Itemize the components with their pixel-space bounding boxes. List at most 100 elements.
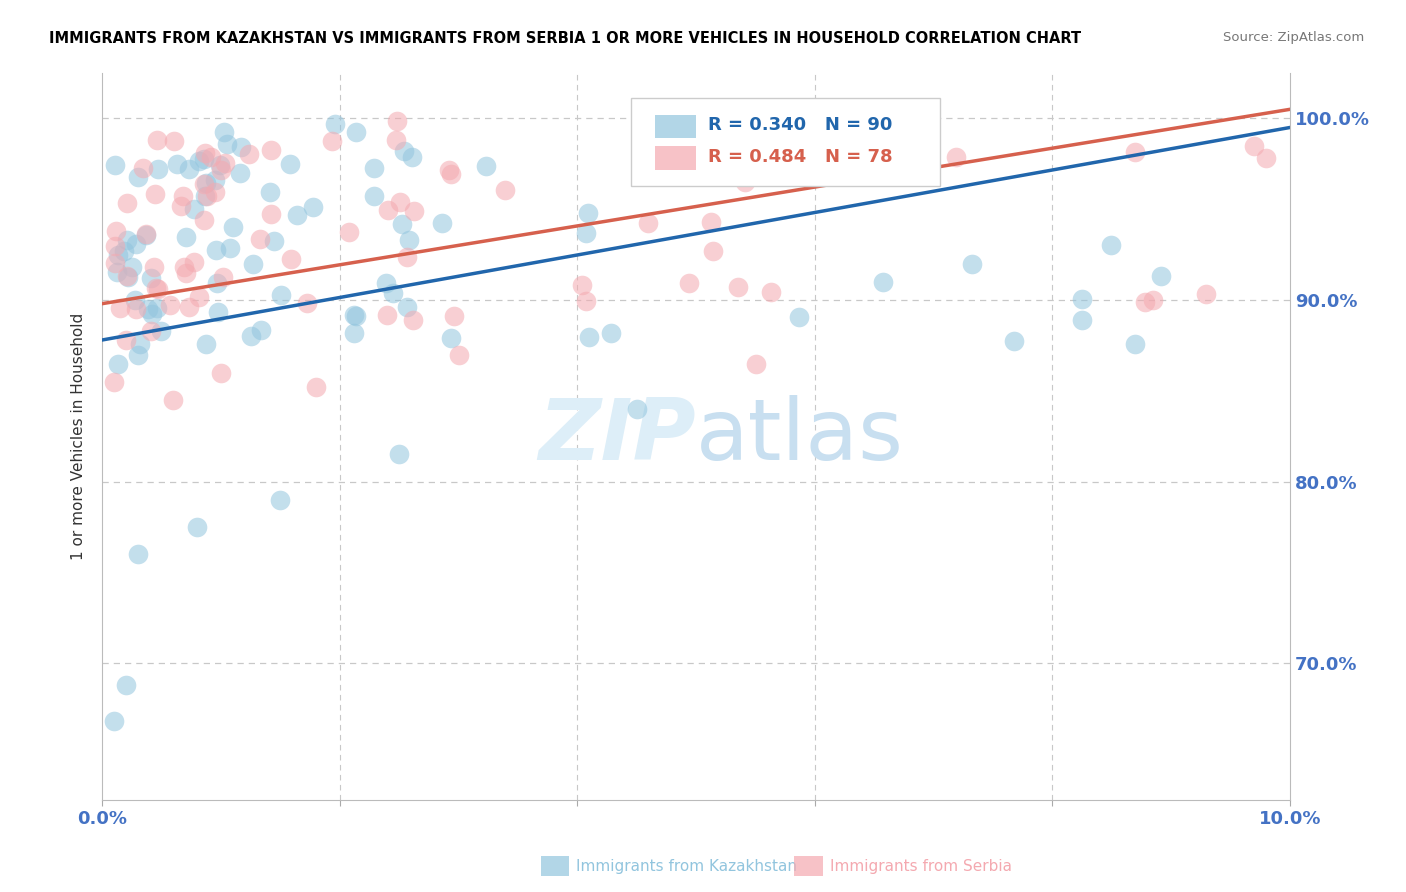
Point	[377, 202, 399, 217]
Point	[945, 150, 967, 164]
Point	[143, 187, 166, 202]
Point	[249, 232, 271, 246]
Point	[1149, 269, 1171, 284]
Point	[112, 244, 135, 259]
Point	[1071, 293, 1094, 307]
Point	[146, 133, 169, 147]
Text: atlas: atlas	[696, 395, 904, 478]
Point	[727, 280, 749, 294]
Point	[108, 301, 131, 315]
Point	[222, 219, 245, 234]
Point	[637, 217, 659, 231]
Point	[207, 305, 229, 319]
Point	[1142, 293, 1164, 308]
Point	[212, 125, 235, 139]
Text: IMMIGRANTS FROM KAZAKHSTAN VS IMMIGRANTS FROM SERBIA 1 OR MORE VEHICLES IN HOUSE: IMMIGRANTS FROM KAZAKHSTAN VS IMMIGRANTS…	[49, 31, 1081, 46]
Point	[375, 276, 398, 290]
Point	[141, 307, 163, 321]
Point	[103, 375, 125, 389]
Point	[578, 330, 600, 344]
Point	[440, 331, 463, 345]
Text: ZIP: ZIP	[538, 395, 696, 478]
Point	[437, 162, 460, 177]
Point	[269, 492, 291, 507]
Text: R = 0.340   N = 90: R = 0.340 N = 90	[709, 116, 893, 135]
Point	[188, 290, 211, 304]
Point	[125, 302, 148, 317]
Point	[295, 296, 318, 310]
Point	[193, 178, 215, 192]
Point	[194, 336, 217, 351]
Point	[242, 257, 264, 271]
Point	[270, 287, 292, 301]
Point	[107, 247, 129, 261]
Point	[343, 309, 366, 323]
Point	[163, 134, 186, 148]
Point	[127, 169, 149, 184]
Point	[744, 357, 766, 371]
Point	[388, 447, 411, 461]
Point	[305, 380, 328, 394]
Point	[169, 199, 191, 213]
Point	[1133, 295, 1156, 310]
Point	[382, 286, 405, 301]
Point	[280, 252, 302, 266]
Y-axis label: 1 or more Vehicles in Household: 1 or more Vehicles in Household	[72, 312, 86, 560]
Point	[105, 265, 128, 279]
Point	[193, 152, 215, 166]
Point	[205, 243, 228, 257]
Point	[218, 241, 240, 255]
Point	[124, 236, 146, 251]
Point	[104, 238, 127, 252]
Point	[115, 678, 138, 692]
Point	[344, 125, 367, 139]
Point	[183, 202, 205, 217]
Point	[104, 158, 127, 172]
Point	[117, 195, 139, 210]
Point	[149, 324, 172, 338]
Point	[430, 215, 453, 229]
Point	[1099, 238, 1122, 252]
Point	[700, 215, 723, 229]
Point	[259, 185, 281, 199]
Point	[193, 213, 215, 227]
Point	[141, 271, 163, 285]
Point	[363, 188, 385, 202]
Point	[194, 189, 217, 203]
Point	[115, 333, 138, 347]
Point	[401, 150, 423, 164]
Point	[575, 226, 598, 240]
Point	[260, 144, 283, 158]
Point	[214, 156, 236, 170]
Point	[104, 256, 127, 270]
Point	[127, 347, 149, 361]
Point	[146, 282, 169, 296]
Point	[363, 161, 385, 175]
Point	[285, 208, 308, 222]
Point	[343, 326, 366, 340]
Point	[678, 276, 700, 290]
Point	[128, 336, 150, 351]
Point	[194, 145, 217, 160]
Point	[250, 323, 273, 337]
Point	[337, 225, 360, 239]
Point	[321, 134, 343, 148]
Point	[395, 300, 418, 314]
Text: Immigrants from Serbia: Immigrants from Serbia	[830, 859, 1011, 873]
Point	[394, 144, 416, 158]
Point	[761, 285, 783, 299]
Point	[115, 233, 138, 247]
Point	[263, 234, 285, 248]
Point	[195, 189, 218, 203]
Point	[139, 324, 162, 338]
Point	[575, 294, 598, 309]
Point	[209, 162, 232, 177]
Point	[127, 547, 149, 561]
Point	[1123, 145, 1146, 159]
Point	[204, 186, 226, 200]
Point	[107, 357, 129, 371]
Point	[135, 227, 157, 242]
Point	[146, 301, 169, 315]
Point	[166, 157, 188, 171]
Point	[396, 250, 419, 264]
